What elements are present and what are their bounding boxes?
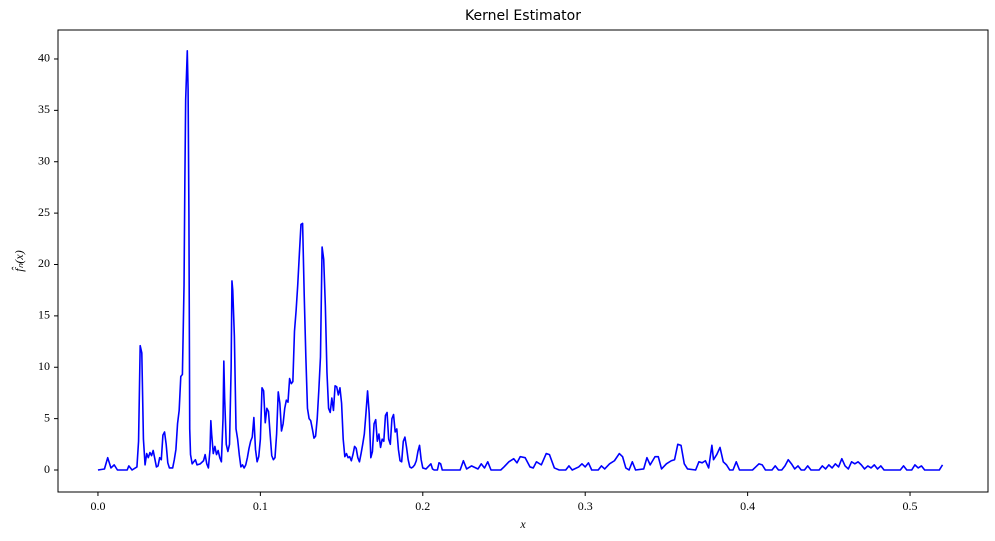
y-axis-label: f̂ₙ(x) (11, 250, 26, 271)
y-tick-label: 5 (44, 410, 50, 424)
x-tick-label: 0.0 (90, 499, 105, 513)
x-tick-label: 0.4 (740, 499, 755, 513)
y-tick-label: 20 (38, 256, 50, 270)
x-axis-label: x (519, 517, 526, 531)
x-tick-label: 0.1 (253, 499, 268, 513)
y-tick-label: 35 (38, 102, 50, 116)
y-tick-label: 40 (38, 51, 50, 65)
chart-title: Kernel Estimator (465, 8, 581, 24)
y-tick-label: 25 (38, 205, 50, 219)
y-tick-label: 30 (38, 153, 50, 167)
data-line (97, 49, 944, 471)
y-tick-label: 0 (44, 462, 50, 476)
y-tick-label: 10 (38, 359, 50, 373)
x-tick-label: 0.2 (415, 499, 430, 513)
x-tick-label: 0.5 (903, 499, 918, 513)
x-tick-label: 0.3 (578, 499, 593, 513)
y-tick-label: 15 (38, 308, 50, 322)
plot-frame (57, 29, 989, 493)
